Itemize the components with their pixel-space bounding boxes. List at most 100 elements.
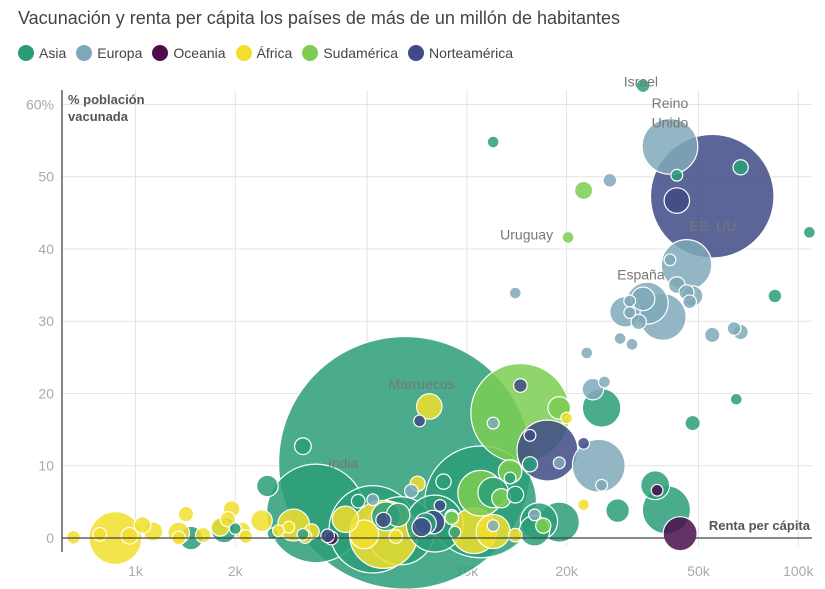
bubble-europa: [580, 346, 594, 360]
legend-label-sudamerica: Sudamérica: [323, 45, 399, 61]
bubble-europa: [623, 294, 637, 308]
bubble-europa: [663, 253, 677, 267]
bubble-norteamerica: [433, 498, 447, 512]
bubble-europa: [508, 286, 522, 300]
y-tick-label: 0: [46, 530, 54, 546]
bubble-norteamerica: [663, 187, 691, 214]
annotation-label: España: [617, 266, 665, 282]
bubble-africa: [560, 411, 574, 425]
bubble-sudamerica: [561, 230, 575, 244]
bubble-norteamerica: [512, 378, 528, 393]
legend: Asia Europa Oceania África Sudamérica No…: [18, 45, 523, 61]
axes: [61, 90, 812, 552]
bubble-sudamerica: [574, 180, 594, 201]
y-tick-label: 20: [38, 385, 54, 401]
bubble-asia: [684, 414, 701, 432]
bubbles: [66, 78, 816, 589]
bubble-norteamerica: [375, 511, 392, 529]
bubble-asia: [486, 135, 500, 149]
bubble-norteamerica: [523, 428, 537, 442]
bubble-europa: [726, 321, 742, 336]
legend-label-europa: Europa: [97, 45, 143, 61]
bubble-asia: [635, 78, 651, 94]
bubble-norteamerica: [413, 414, 427, 428]
legend-item-asia[interactable]: Asia: [18, 45, 66, 61]
bubble-africa: [331, 505, 360, 533]
y-axis-label-line2: vacunada: [68, 109, 129, 124]
bubble-europa: [623, 306, 637, 320]
bubble-europa: [403, 483, 419, 499]
bubble-asia: [435, 473, 452, 490]
bubble-asia: [448, 525, 462, 539]
annotation-label: EE. UU.: [690, 218, 741, 234]
legend-swatch-africa: [235, 45, 252, 61]
bubble-europa: [625, 337, 639, 351]
legend-item-oceania[interactable]: Oceania: [152, 45, 226, 61]
bubble-europa: [486, 519, 500, 533]
annotations: Israel Reino Unido EE. UU. Uruguay España Marr…: [328, 73, 740, 471]
y-tick-label: 10: [38, 458, 54, 474]
bubble-asia: [256, 474, 279, 498]
bubble-norteamerica: [411, 516, 432, 538]
bubble-norteamerica: [577, 436, 591, 450]
annotation-label: India: [328, 455, 359, 471]
bubble-europa: [613, 332, 627, 346]
legend-label-africa: África: [256, 45, 293, 61]
bubble-asia: [605, 498, 631, 523]
bubble-asia: [228, 522, 242, 536]
legend-label-norteamerica: Norteamérica: [429, 45, 514, 61]
bubble-africa: [120, 526, 139, 545]
legend-label-asia: Asia: [39, 45, 67, 61]
bubble-asia: [670, 168, 684, 182]
legend-item-africa[interactable]: África: [235, 45, 293, 61]
legend-swatch-norteamerica: [408, 45, 425, 61]
legend-swatch-asia: [18, 45, 34, 61]
y-tick-label: 30: [38, 313, 54, 329]
bubble-africa: [415, 393, 443, 420]
bubble-africa: [219, 511, 237, 528]
bubble-europa: [366, 493, 380, 507]
y-axis-label-line1: % población: [68, 92, 145, 107]
bubble-europa: [602, 172, 618, 188]
bubble-asia: [729, 392, 743, 406]
bubble-africa: [349, 519, 380, 550]
bubble-europa: [704, 326, 721, 344]
x-tick-label: 50k: [687, 563, 711, 579]
legend-swatch-oceania: [152, 45, 169, 61]
bubble-norteamerica: [320, 528, 336, 544]
bubble-africa: [271, 524, 285, 538]
bubble-asia: [802, 225, 816, 239]
bubble-asia: [767, 288, 783, 304]
bubble-africa: [250, 509, 273, 533]
y-tick-labels: 0 10 20 30 40 50 60%: [26, 96, 54, 546]
legend-item-europa[interactable]: Europa: [76, 45, 142, 61]
bubble-oceania: [662, 516, 698, 552]
bubble-europa: [571, 438, 626, 493]
annotation-label: Uruguay: [500, 227, 553, 243]
x-tick-label: 2k: [228, 563, 244, 579]
bubble-asia: [506, 485, 525, 504]
bubble-sudamerica: [535, 517, 552, 534]
annotation-label: Reino: [652, 95, 689, 111]
legend-swatch-europa: [76, 45, 93, 61]
y-tick-label: 50: [38, 169, 54, 185]
bubble-europa: [682, 294, 698, 310]
bubble-africa: [133, 516, 152, 534]
bubble-africa: [507, 527, 523, 543]
legend-item-sudamerica[interactable]: Sudamérica: [302, 45, 398, 61]
x-axis-label: Renta per cápita: [709, 518, 811, 533]
bubble-europa: [486, 416, 500, 430]
annotation-label: Marruecos: [389, 376, 455, 392]
bubble-europa: [552, 456, 566, 470]
bubble-asia: [293, 437, 312, 456]
legend-item-norteamerica[interactable]: Norteamérica: [408, 45, 513, 61]
bubble-africa: [238, 529, 254, 544]
bubble-europa: [641, 117, 699, 175]
x-tick-label: 1k: [128, 563, 144, 579]
y-tick-label: 60%: [26, 96, 54, 112]
bubble-africa: [194, 526, 212, 544]
bubble-europa: [528, 508, 542, 522]
bubble-europa: [630, 313, 647, 331]
bubble-europa: [597, 375, 611, 389]
bubble-sudamerica: [444, 510, 460, 526]
